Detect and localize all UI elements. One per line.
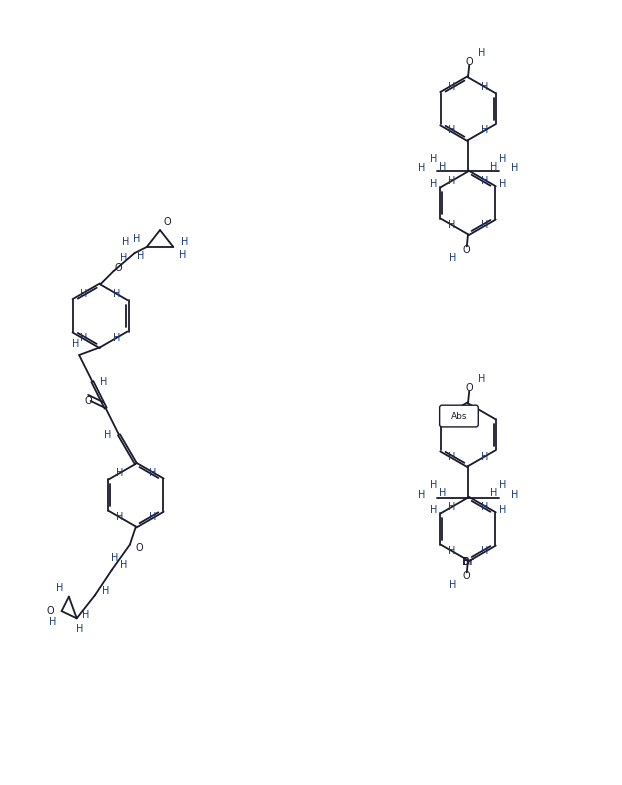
- Text: H: H: [448, 502, 455, 513]
- Text: O: O: [463, 571, 471, 581]
- Text: H: H: [113, 289, 120, 299]
- Text: H: H: [499, 480, 506, 491]
- Text: H: H: [448, 451, 455, 462]
- Text: H: H: [448, 546, 455, 556]
- Text: O: O: [465, 382, 473, 392]
- Text: H: H: [439, 487, 447, 498]
- Text: Br: Br: [459, 409, 470, 419]
- Text: H: H: [439, 162, 447, 172]
- Text: H: H: [478, 48, 485, 58]
- Text: H: H: [448, 126, 455, 136]
- Text: H: H: [149, 512, 156, 522]
- Text: H: H: [481, 126, 488, 136]
- Text: H: H: [449, 579, 457, 590]
- Text: H: H: [133, 234, 141, 244]
- Text: H: H: [418, 490, 425, 499]
- Text: H: H: [511, 490, 518, 499]
- Text: O: O: [47, 606, 55, 616]
- Text: H: H: [111, 553, 118, 563]
- Text: O: O: [465, 57, 473, 67]
- Text: Br: Br: [462, 557, 473, 567]
- Text: Abs: Abs: [451, 411, 467, 421]
- Text: H: H: [137, 251, 144, 261]
- Text: H: H: [481, 546, 488, 556]
- Text: O: O: [135, 542, 142, 553]
- Text: H: H: [100, 377, 107, 387]
- Text: O: O: [164, 217, 171, 227]
- Text: H: H: [481, 176, 488, 186]
- Text: H: H: [120, 560, 128, 570]
- Text: H: H: [116, 512, 123, 522]
- Text: H: H: [418, 163, 425, 173]
- Text: H: H: [481, 451, 488, 462]
- Text: O: O: [85, 396, 93, 406]
- Text: H: H: [56, 582, 63, 593]
- Text: H: H: [478, 374, 485, 384]
- Text: H: H: [430, 178, 437, 188]
- Text: H: H: [481, 82, 488, 92]
- Text: H: H: [448, 176, 455, 186]
- Text: H: H: [430, 155, 437, 164]
- Text: H: H: [499, 505, 506, 515]
- Text: H: H: [490, 487, 497, 498]
- Text: H: H: [72, 339, 80, 349]
- Text: H: H: [481, 220, 488, 230]
- Text: H: H: [481, 502, 488, 513]
- Text: H: H: [448, 220, 455, 230]
- Text: H: H: [499, 178, 506, 188]
- Text: H: H: [180, 237, 188, 247]
- Text: H: H: [80, 289, 88, 299]
- Text: H: H: [122, 237, 129, 247]
- Text: H: H: [430, 480, 437, 491]
- Text: H: H: [490, 162, 497, 172]
- Text: H: H: [430, 505, 437, 515]
- Text: H: H: [179, 250, 187, 261]
- Text: H: H: [449, 254, 457, 264]
- Text: H: H: [113, 333, 120, 342]
- Text: H: H: [499, 155, 506, 164]
- Text: O: O: [114, 262, 122, 272]
- Text: H: H: [511, 163, 518, 173]
- Text: H: H: [149, 469, 156, 478]
- FancyBboxPatch shape: [440, 405, 478, 427]
- Text: H: H: [102, 586, 109, 596]
- Text: H: H: [49, 617, 56, 627]
- Text: Br: Br: [463, 557, 474, 567]
- Text: H: H: [448, 82, 455, 92]
- Text: H: H: [120, 253, 128, 263]
- Text: H: H: [82, 610, 90, 620]
- Text: O: O: [463, 245, 471, 255]
- Text: H: H: [76, 624, 83, 634]
- Text: H: H: [80, 333, 88, 342]
- Text: H: H: [116, 469, 123, 478]
- Text: H: H: [104, 429, 112, 440]
